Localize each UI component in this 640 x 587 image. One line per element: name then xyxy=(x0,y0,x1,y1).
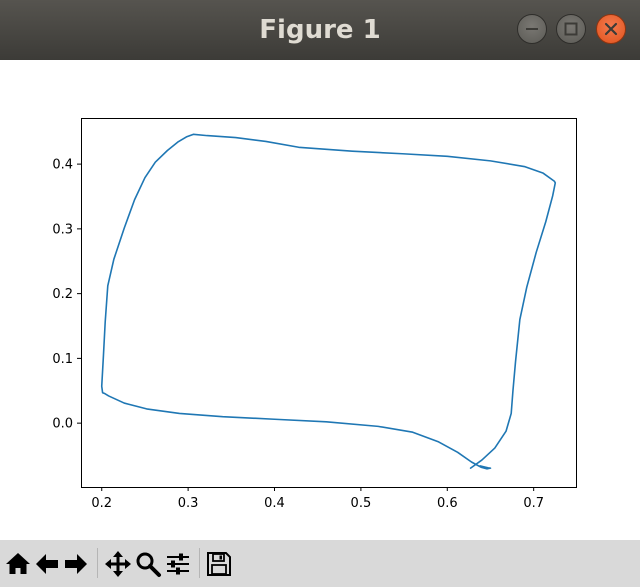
axes: 0.2 0.3 0.4 0.5 0.6 0.7 0.0 0.1 0.2 0.3 0.4 xyxy=(52,118,577,511)
back-button[interactable] xyxy=(33,550,61,578)
maximize-button[interactable] xyxy=(556,14,586,44)
arrow-right-icon xyxy=(65,554,87,574)
axes-frame xyxy=(81,118,577,488)
window-titlebar: Figure 1 xyxy=(0,0,640,60)
series-line xyxy=(100,133,557,470)
pan-button[interactable] xyxy=(104,550,132,578)
close-icon xyxy=(604,22,618,36)
magnifier-icon xyxy=(136,552,161,577)
y-tick-label: 0.2 xyxy=(52,287,73,302)
home-icon xyxy=(6,553,30,574)
figure-canvas[interactable]: 0.2 0.3 0.4 0.5 0.6 0.7 0.0 0.1 0.2 0.3 0.4 xyxy=(0,60,640,540)
x-tick-label: 0.5 xyxy=(351,496,372,511)
x-tick-label: 0.2 xyxy=(91,496,112,511)
y-tick-label: 0.1 xyxy=(52,352,73,367)
y-axis-ticks: 0.0 0.1 0.2 0.3 0.4 xyxy=(52,158,81,432)
x-tick-label: 0.7 xyxy=(523,496,544,511)
close-button[interactable] xyxy=(596,14,626,44)
plot-svg: 0.2 0.3 0.4 0.5 0.6 0.7 0.0 0.1 0.2 0.3 0.4 xyxy=(52,118,577,511)
x-tick-label: 0.4 xyxy=(264,496,285,511)
y-tick-label: 0.0 xyxy=(52,417,73,432)
zoom-button[interactable] xyxy=(134,550,162,578)
home-button[interactable] xyxy=(4,550,32,578)
sliders-icon xyxy=(167,553,189,575)
navigation-toolbar xyxy=(0,540,640,587)
toolbar-separator xyxy=(97,548,98,578)
y-tick-label: 0.4 xyxy=(52,158,73,173)
floppy-disk-icon xyxy=(207,552,231,576)
toolbar-separator xyxy=(199,548,200,578)
x-tick-label: 0.3 xyxy=(178,496,199,511)
save-button[interactable] xyxy=(205,550,233,578)
window-title: Figure 1 xyxy=(259,15,381,45)
y-tick-label: 0.3 xyxy=(52,222,73,237)
forward-button[interactable] xyxy=(62,550,90,578)
arrow-left-icon xyxy=(36,554,58,574)
x-axis-ticks: 0.2 0.3 0.4 0.5 0.6 0.7 xyxy=(91,487,544,511)
x-tick-label: 0.6 xyxy=(437,496,458,511)
maximize-icon xyxy=(564,22,578,36)
minimize-button[interactable] xyxy=(517,14,547,44)
configure-subplots-button[interactable] xyxy=(164,550,192,578)
move-icon xyxy=(105,551,131,577)
minimize-icon xyxy=(526,28,538,30)
